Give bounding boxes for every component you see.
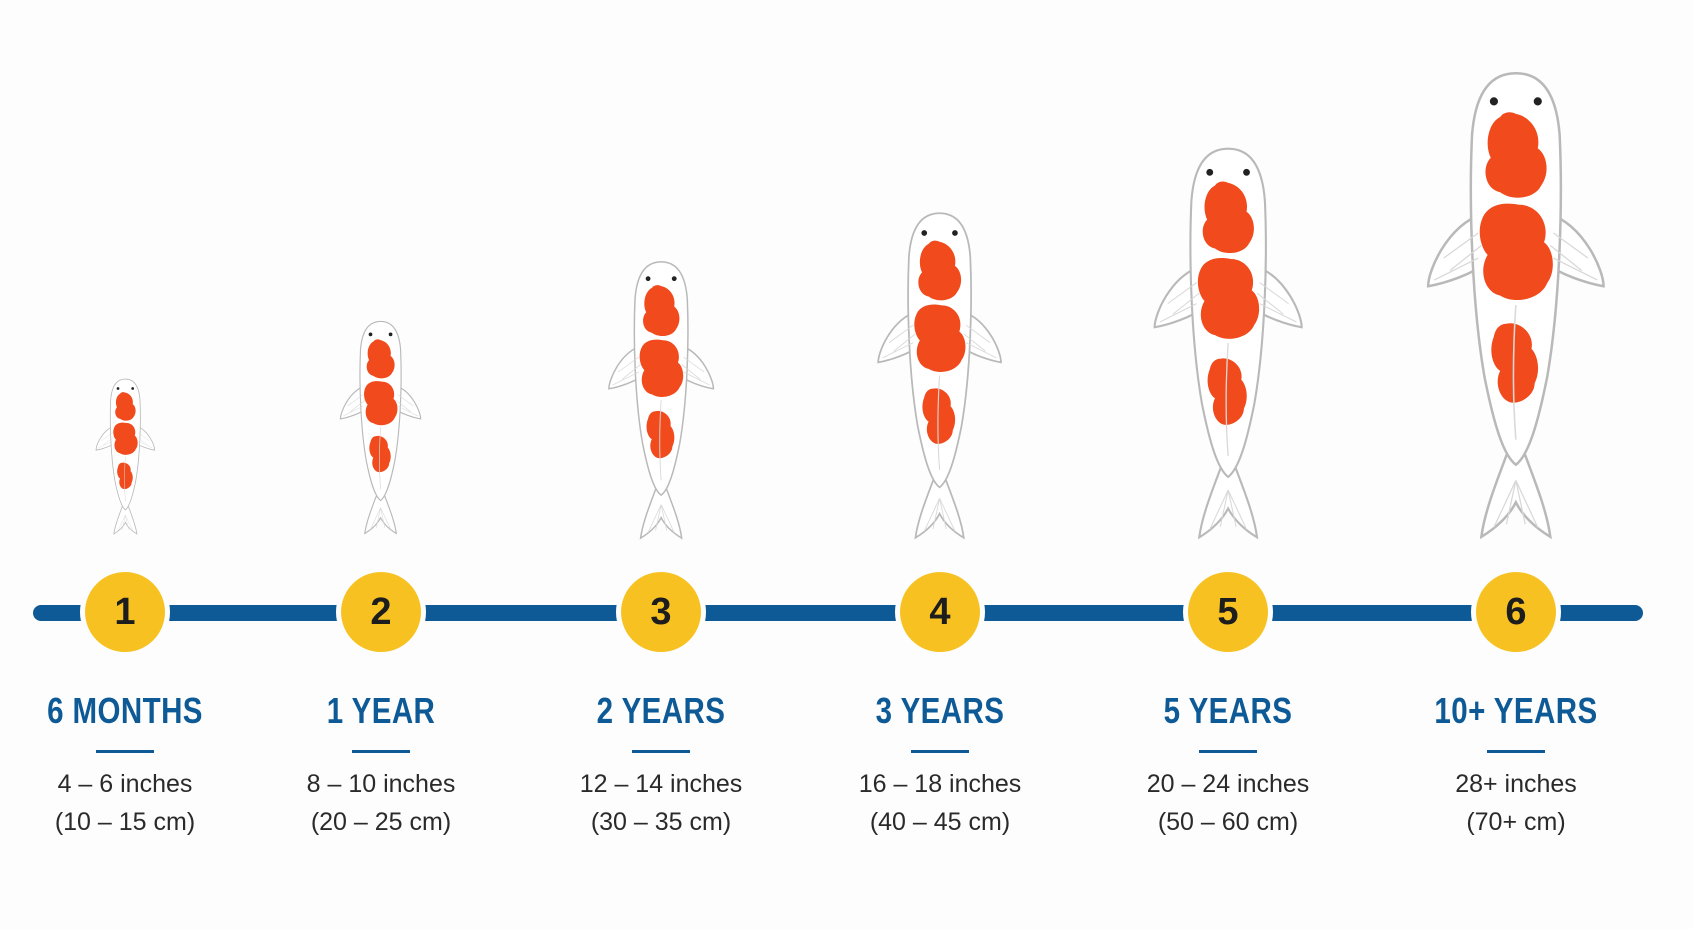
stage-badge-4: 4	[900, 572, 980, 652]
stage-divider-5	[1199, 750, 1257, 753]
stage-age-6: 10+ YEARS	[1434, 690, 1598, 731]
koi-fish-1	[0, 0, 255, 560]
koi-fish-icon	[95, 378, 155, 535]
koi-fish-icon	[1426, 71, 1605, 540]
stage-size-inches-1: 4 – 6 inches	[57, 770, 193, 798]
stage-age-4: 3 YEARS	[875, 690, 1005, 731]
stage-size-inches-2: 8 – 10 inches	[306, 770, 456, 798]
stage-badge-2: 2	[341, 572, 421, 652]
koi-fish-6	[1386, 0, 1646, 560]
koi-fish-icon	[340, 320, 422, 535]
stage-divider-4	[911, 750, 969, 753]
stage-divider-1	[96, 750, 154, 753]
stage-size-inches-6: 28+ inches	[1455, 770, 1577, 798]
stage-size-cm-6: (70+ cm)	[1466, 808, 1566, 836]
stage-size-inches-5: 20 – 24 inches	[1146, 770, 1310, 798]
stage-size-cm-3: (30 – 35 cm)	[590, 808, 732, 836]
stage-badge-3: 3	[621, 572, 701, 652]
stage-4: 4 3 YEARS 16 – 18 inches (40 – 45 cm)	[810, 0, 1070, 929]
koi-fish-icon	[877, 212, 1003, 540]
stage-age-2: 1 YEAR	[326, 690, 436, 731]
stage-size-inches-4: 16 – 18 inches	[858, 770, 1022, 798]
stage-divider-6	[1487, 750, 1545, 753]
stage-size-cm-4: (40 – 45 cm)	[869, 808, 1011, 836]
stage-5: 5 5 YEARS 20 – 24 inches (50 – 60 cm)	[1098, 0, 1358, 929]
koi-fish-3	[531, 0, 791, 560]
stage-size-cm-1: (10 – 15 cm)	[54, 808, 196, 836]
koi-fish-4	[810, 0, 1070, 560]
stage-badge-5: 5	[1188, 572, 1268, 652]
stage-1: 1 6 MONTHS 4 – 6 inches (10 – 15 cm)	[0, 0, 255, 929]
stage-age-3: 2 YEARS	[596, 690, 726, 731]
stage-6: 6 10+ YEARS 28+ inches (70+ cm)	[1386, 0, 1646, 929]
koi-fish-5	[1098, 0, 1358, 560]
koi-fish-icon	[608, 261, 715, 540]
stage-size-cm-5: (50 – 60 cm)	[1157, 808, 1299, 836]
stage-age-1: 6 MONTHS	[47, 690, 203, 731]
stage-badge-6: 6	[1476, 572, 1556, 652]
stage-size-inches-3: 12 – 14 inches	[579, 770, 743, 798]
koi-fish-icon	[1153, 147, 1303, 540]
stage-divider-2	[352, 750, 410, 753]
stage-badge-1: 1	[85, 572, 165, 652]
stage-age-5: 5 YEARS	[1163, 690, 1293, 731]
stage-size-cm-2: (20 – 25 cm)	[310, 808, 452, 836]
stage-3: 3 2 YEARS 12 – 14 inches (30 – 35 cm)	[531, 0, 791, 929]
koi-fish-2	[251, 0, 511, 560]
stage-2: 2 1 YEAR 8 – 10 inches (20 – 25 cm)	[251, 0, 511, 929]
stage-divider-3	[632, 750, 690, 753]
